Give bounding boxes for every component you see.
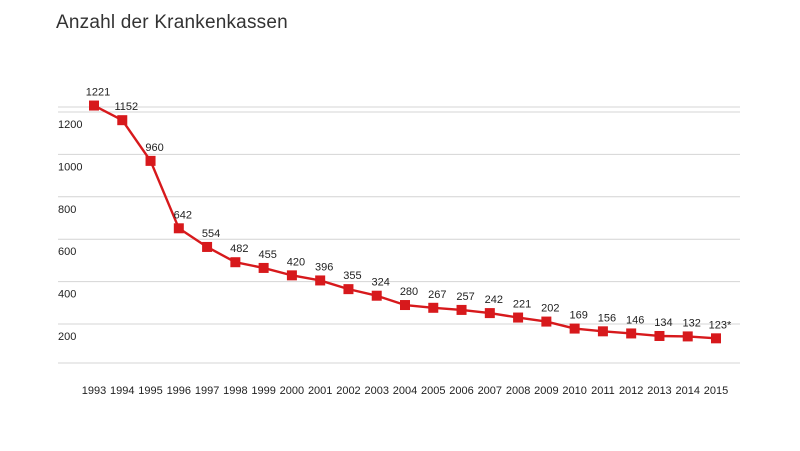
data-point xyxy=(428,302,439,313)
data-label: 1221 xyxy=(86,87,110,99)
y-tick-label: 600 xyxy=(58,246,76,258)
data-label: 455 xyxy=(258,249,276,261)
data-point xyxy=(513,312,524,323)
x-tick-label: 2015 xyxy=(704,385,728,397)
data-label: 355 xyxy=(343,270,361,282)
data-label: 156 xyxy=(598,312,616,324)
x-axis-ticks: 1993 1994 1995 1996 1997 1998 1999 2000 2001 2002… xyxy=(82,385,728,397)
data-point xyxy=(343,284,354,295)
data-point xyxy=(456,304,467,315)
data-point xyxy=(626,328,637,339)
data-point xyxy=(286,270,297,281)
x-tick-label: 1996 xyxy=(167,385,191,397)
series-markers xyxy=(89,100,721,344)
x-tick-label: 2001 xyxy=(308,385,332,397)
data-label: 1152 xyxy=(114,101,138,113)
data-point xyxy=(117,115,128,126)
data-label: 554 xyxy=(202,228,220,240)
data-point xyxy=(541,316,552,327)
data-point xyxy=(682,331,693,342)
data-label: 257 xyxy=(456,291,474,303)
data-label: 267 xyxy=(428,289,446,301)
x-tick-label: 1997 xyxy=(195,385,219,397)
x-tick-label: 2014 xyxy=(675,385,699,397)
x-tick-label: 2003 xyxy=(364,385,388,397)
data-point xyxy=(258,262,269,273)
data-labels: 1221 1152 960 642 554 482 455 420 396 355 324 280 26… xyxy=(86,87,732,332)
data-point xyxy=(597,326,608,337)
x-tick-label: 2010 xyxy=(562,385,586,397)
y-tick-label: 1200 xyxy=(58,119,82,131)
x-tick-label: 2006 xyxy=(449,385,473,397)
x-tick-label: 1998 xyxy=(223,385,247,397)
x-tick-label: 1999 xyxy=(251,385,275,397)
x-tick-label: 2002 xyxy=(336,385,360,397)
y-axis-ticks: 200 400 600 800 1000 1200 xyxy=(58,119,82,343)
data-label: 132 xyxy=(683,317,701,329)
x-tick-label: 1993 xyxy=(82,385,106,397)
data-point xyxy=(569,323,580,334)
data-label: 146 xyxy=(626,314,644,326)
data-label: 482 xyxy=(230,243,248,255)
y-tick-label: 800 xyxy=(58,204,76,216)
y-tick-label: 1000 xyxy=(58,161,82,173)
data-point xyxy=(173,223,184,234)
data-point xyxy=(202,241,213,252)
y-tick-label: 400 xyxy=(58,289,76,301)
data-label: 242 xyxy=(485,294,503,306)
x-tick-label: 2000 xyxy=(280,385,304,397)
data-label: 960 xyxy=(145,142,163,154)
x-tick-label: 2008 xyxy=(506,385,530,397)
data-point xyxy=(484,308,495,319)
chart-title: Anzahl der Krankenkassen xyxy=(56,12,288,33)
data-point xyxy=(315,275,326,286)
data-label: 169 xyxy=(569,310,587,322)
y-tick-label: 200 xyxy=(58,331,76,343)
data-point xyxy=(145,155,156,166)
data-point xyxy=(89,100,99,111)
data-label: 280 xyxy=(400,286,418,298)
data-point xyxy=(400,300,410,311)
data-point xyxy=(371,290,382,301)
x-tick-label: 2012 xyxy=(619,385,643,397)
grid-lines xyxy=(58,106,740,364)
x-tick-label: 2005 xyxy=(421,385,445,397)
x-tick-label: 2009 xyxy=(534,385,558,397)
data-label: 134 xyxy=(654,317,672,329)
data-label: 324 xyxy=(372,277,390,289)
data-label: 123* xyxy=(709,319,732,331)
x-tick-label: 2004 xyxy=(393,385,417,397)
x-tick-label: 1994 xyxy=(110,385,134,397)
data-point xyxy=(230,257,241,268)
data-label: 202 xyxy=(541,303,559,315)
x-tick-label: 2007 xyxy=(478,385,502,397)
x-tick-label: 2011 xyxy=(591,385,615,397)
x-tick-label: 1995 xyxy=(138,385,162,397)
data-point xyxy=(711,333,721,344)
data-label: 221 xyxy=(513,299,531,311)
x-tick-label: 2013 xyxy=(647,385,671,397)
data-label: 396 xyxy=(315,261,333,273)
data-label: 420 xyxy=(287,256,305,268)
data-point xyxy=(654,330,665,341)
data-label: 642 xyxy=(174,209,192,221)
